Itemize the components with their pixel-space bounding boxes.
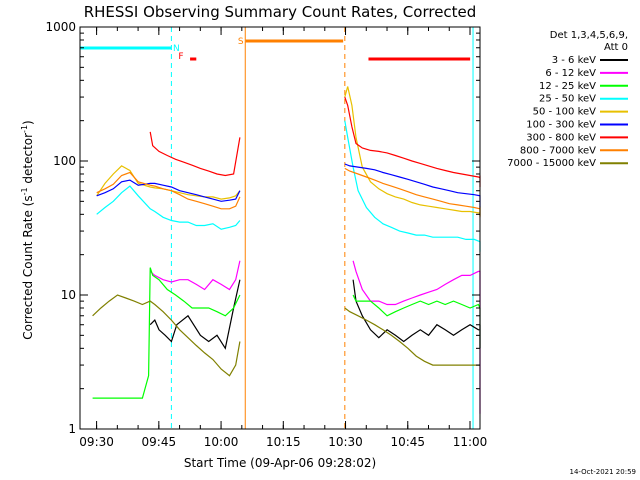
legend-label: 300 - 800 keV — [526, 132, 596, 143]
timestamp: 14-Oct-2021 20:59 — [570, 468, 636, 476]
x-tick-label: 11:00 — [453, 435, 488, 449]
series-line — [96, 171, 241, 210]
legend-label: 7000 - 15000 keV — [507, 158, 596, 169]
series-line — [344, 86, 481, 216]
series-line — [149, 131, 241, 177]
x-axis-ticks: 09:30 09:45 10:00 10:15 10:30 10:45 11:00 — [79, 27, 487, 449]
y-axis-label: Corrected Count Rate (s-1 detector-1) — [20, 120, 35, 339]
series-line — [96, 165, 241, 200]
legend-label: 6 - 12 keV — [545, 68, 596, 79]
marker-label: F — [178, 52, 183, 62]
series-line — [344, 163, 481, 208]
y-tick-label: 1000 — [45, 20, 76, 34]
series-line — [92, 267, 241, 399]
x-axis-label: Start Time (09-Apr-06 09:28:02) — [184, 456, 376, 470]
series-line — [96, 185, 241, 230]
legend-label: 800 - 7000 keV — [520, 145, 596, 156]
series-line — [352, 279, 481, 349]
series-line — [344, 120, 481, 252]
y-tick-label: 1 — [68, 422, 76, 436]
x-tick-label: 10:00 — [204, 435, 239, 449]
series-line — [352, 294, 481, 349]
y-axis-ticks: 1 10 100 1000 — [45, 20, 480, 436]
legend-label: 100 - 300 keV — [526, 120, 596, 131]
plot-frame — [79, 26, 481, 430]
x-tick-label: 10:30 — [328, 435, 363, 449]
y-axis-label-part: Corrected Count Rate (s — [21, 195, 35, 339]
y-axis-label-part: detector — [21, 133, 35, 188]
legend-label: 12 - 25 keV — [539, 81, 596, 92]
series-line — [344, 307, 480, 366]
y-axis-label-exp: -1 — [20, 187, 29, 195]
x-tick-label: 10:45 — [390, 435, 425, 449]
y-axis-label-exp: -1 — [20, 125, 29, 133]
x-tick-label: 10:15 — [266, 435, 301, 449]
series-line — [149, 279, 241, 350]
series-line — [344, 96, 481, 187]
series-line — [352, 260, 481, 414]
legend-label: 25 - 50 keV — [539, 94, 596, 105]
marker-label: S — [238, 37, 244, 47]
legend-header-line: Att 0 — [604, 42, 628, 53]
plot-area: NF S — [80, 27, 481, 429]
series-line — [149, 260, 241, 291]
x-tick-label: 09:30 — [79, 435, 114, 449]
series-line — [92, 294, 241, 377]
legend-label: 3 - 6 keV — [552, 55, 596, 66]
chart-title: RHESSI Observing Summary Count Rates, Co… — [84, 3, 477, 21]
legend: Det 1,3,4,5,6,9, Att 0 3 - 6 keV 6 - 12 k… — [507, 30, 628, 169]
series-line — [96, 179, 241, 202]
y-axis-label-part: ) — [21, 120, 35, 125]
x-tick-label: 09:45 — [142, 435, 177, 449]
marker-label: N — [173, 44, 180, 54]
y-tick-label: 100 — [53, 154, 76, 168]
legend-label: 50 - 100 keV — [533, 107, 597, 118]
legend-header-line: Det 1,3,4,5,6,9, — [550, 30, 628, 41]
y-tick-label: 10 — [61, 288, 76, 302]
